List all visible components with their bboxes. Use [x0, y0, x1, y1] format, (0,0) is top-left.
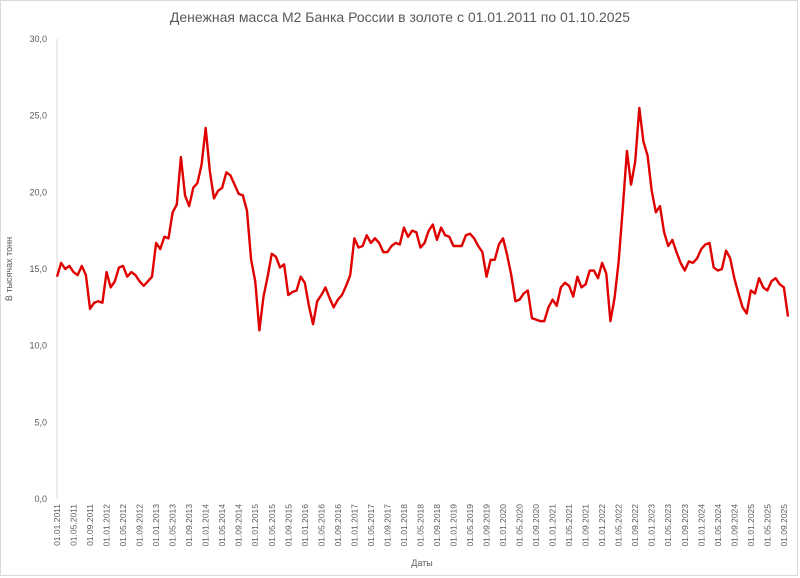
y-tick-label: 15,0 — [29, 264, 47, 274]
x-tick-label: 01.05.2017 — [366, 504, 376, 547]
x-tick-label: 01.09.2024 — [729, 504, 739, 547]
series-line — [55, 106, 790, 332]
x-tick-label: 01.09.2019 — [482, 504, 492, 547]
x-tick-label: 01.05.2023 — [663, 504, 673, 547]
x-tick-label: 01.01.2015 — [250, 504, 260, 547]
x-tick-label: 01.05.2021 — [564, 504, 574, 547]
chart-title: Денежная масса М2 Банка России в золоте … — [169, 9, 631, 25]
x-tick-label: 01.01.2021 — [548, 504, 558, 547]
x-tick-label: 01.09.2020 — [531, 504, 541, 547]
x-tick-label: 01.09.2022 — [630, 504, 640, 547]
x-tick-label: 01.09.2016 — [333, 504, 343, 547]
y-tick-label: 0,0 — [34, 494, 47, 504]
x-tick-label: 01.09.2013 — [184, 504, 194, 547]
y-tick-label: 25,0 — [29, 111, 47, 121]
x-tick-label: 01.05.2013 — [168, 504, 178, 547]
x-tick-label: 01.05.2011 — [69, 504, 79, 546]
x-tick-label: 01.05.2018 — [415, 504, 425, 547]
y-tick-label: 10,0 — [29, 341, 47, 351]
y-tick-label: 20,0 — [29, 187, 47, 197]
x-tick-label: 01.09.2012 — [135, 504, 145, 547]
x-tick-label: 01.09.2017 — [382, 504, 392, 547]
y-tick-label: 30,0 — [29, 34, 47, 44]
x-tick-label: 01.01.2012 — [102, 504, 112, 547]
x-tick-label: 01.05.2014 — [217, 504, 227, 547]
x-tick-label: 01.09.2021 — [581, 504, 591, 547]
x-tick-label: 01.01.2024 — [696, 504, 706, 547]
x-tick-label: 01.01.2019 — [448, 504, 458, 547]
x-tick-label: 01.01.2013 — [151, 504, 161, 547]
x-tick-label: 01.05.2015 — [267, 504, 277, 547]
x-tick-label: 01.01.2022 — [597, 504, 607, 547]
x-tick-label: 01.09.2011 — [85, 504, 95, 546]
x-tick-label: 01.01.2018 — [399, 504, 409, 547]
x-tick-label: 01.09.2015 — [283, 504, 293, 547]
x-tick-label: 01.09.2018 — [432, 504, 442, 547]
x-tick-label: 01.09.2014 — [234, 504, 244, 547]
x-tick-label: 01.09.2025 — [779, 504, 789, 547]
x-tick-label: 01.01.2025 — [746, 504, 756, 547]
x-tick-label: 01.05.2022 — [614, 504, 624, 547]
x-tick-label: 01.05.2019 — [465, 504, 475, 547]
y-axis-label: В тысячах тонн — [4, 237, 14, 301]
x-tick-label: 01.01.2017 — [349, 504, 359, 547]
x-tick-label: 01.09.2023 — [680, 504, 690, 547]
x-tick-label: 01.05.2012 — [118, 504, 128, 547]
x-axis-label: Даты — [411, 558, 433, 568]
x-tick-label: 01.01.2020 — [498, 504, 508, 547]
x-tick-label: 01.05.2020 — [515, 504, 525, 547]
x-tick-label: 01.05.2025 — [762, 504, 772, 547]
x-tick-label: 01.01.2016 — [300, 504, 310, 547]
x-tick-label: 01.01.2011 — [52, 504, 62, 546]
x-tick-label: 01.01.2023 — [647, 504, 657, 547]
x-tick-label: 01.01.2014 — [201, 504, 211, 547]
y-tick-label: 5,0 — [34, 417, 47, 427]
x-tick-label: 01.05.2016 — [316, 504, 326, 547]
x-tick-label: 01.05.2024 — [713, 504, 723, 547]
